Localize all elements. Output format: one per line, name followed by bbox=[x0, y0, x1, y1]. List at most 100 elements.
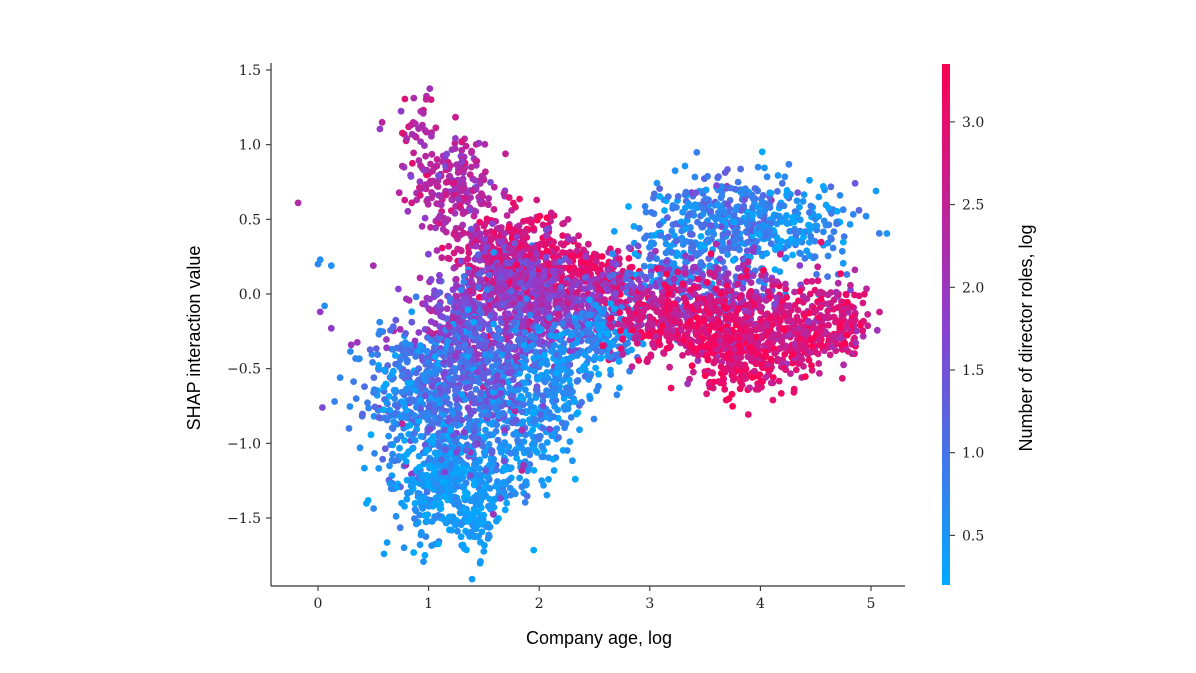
data-point bbox=[533, 449, 541, 456]
data-point bbox=[586, 296, 593, 304]
data-point bbox=[450, 230, 458, 238]
data-point bbox=[427, 224, 434, 231]
data-point bbox=[441, 468, 448, 476]
data-point bbox=[516, 195, 523, 203]
data-point bbox=[614, 320, 622, 328]
data-point bbox=[525, 260, 533, 268]
data-point bbox=[601, 296, 609, 304]
data-point bbox=[473, 520, 481, 528]
data-point bbox=[460, 180, 467, 188]
data-point bbox=[424, 446, 431, 454]
data-point bbox=[707, 293, 714, 301]
data-point bbox=[636, 316, 644, 324]
data-point bbox=[457, 257, 465, 265]
data-point bbox=[713, 182, 721, 189]
data-point bbox=[616, 255, 623, 263]
data-point bbox=[564, 405, 572, 413]
data-point bbox=[408, 475, 416, 483]
data-point bbox=[744, 221, 751, 229]
data-point bbox=[438, 456, 446, 464]
data-point bbox=[598, 354, 605, 362]
data-point bbox=[410, 149, 417, 157]
data-point bbox=[586, 278, 594, 285]
data-point bbox=[380, 366, 388, 374]
data-point bbox=[456, 410, 463, 418]
data-point bbox=[687, 224, 694, 231]
data-point bbox=[433, 156, 441, 163]
data-point bbox=[716, 255, 724, 263]
data-point bbox=[606, 354, 614, 361]
data-point bbox=[750, 244, 758, 251]
data-point bbox=[625, 244, 633, 252]
data-point bbox=[386, 406, 394, 414]
data-point bbox=[679, 241, 687, 248]
data-point bbox=[519, 401, 527, 409]
data-point bbox=[388, 371, 396, 378]
data-point bbox=[538, 477, 546, 484]
data-point bbox=[521, 363, 529, 371]
data-point bbox=[452, 386, 459, 394]
data-point bbox=[486, 431, 493, 439]
data-point bbox=[428, 418, 435, 426]
data-point bbox=[435, 512, 442, 519]
data-point bbox=[530, 361, 538, 369]
data-point bbox=[475, 324, 483, 332]
data-point bbox=[702, 195, 710, 203]
data-point bbox=[393, 344, 401, 352]
data-point bbox=[773, 212, 781, 220]
data-point bbox=[457, 286, 465, 294]
data-point bbox=[693, 204, 701, 212]
data-point bbox=[514, 436, 521, 444]
data-point bbox=[596, 292, 604, 300]
data-point bbox=[592, 251, 600, 259]
data-point bbox=[457, 328, 464, 336]
data-point bbox=[501, 230, 508, 238]
data-point bbox=[693, 149, 701, 156]
data-point bbox=[416, 463, 423, 471]
data-point bbox=[836, 192, 844, 199]
data-point bbox=[508, 392, 516, 399]
data-point bbox=[663, 258, 670, 265]
data-point bbox=[800, 191, 808, 199]
data-point bbox=[371, 403, 379, 411]
data-point bbox=[736, 246, 743, 253]
data-point bbox=[452, 438, 460, 446]
data-point bbox=[415, 329, 423, 336]
data-point bbox=[685, 210, 693, 218]
data-point bbox=[442, 446, 449, 454]
data-point bbox=[516, 294, 524, 302]
data-point bbox=[488, 447, 496, 454]
data-point bbox=[476, 218, 484, 226]
data-point bbox=[489, 279, 497, 287]
data-point bbox=[433, 247, 441, 254]
data-point bbox=[634, 242, 642, 250]
data-point bbox=[554, 292, 562, 300]
data-point bbox=[484, 473, 492, 481]
data-point bbox=[550, 467, 558, 474]
data-point bbox=[460, 229, 468, 237]
data-point bbox=[566, 258, 573, 266]
data-point bbox=[749, 272, 757, 279]
data-point bbox=[439, 478, 447, 486]
data-point bbox=[435, 172, 442, 179]
data-point bbox=[549, 455, 557, 463]
data-point bbox=[434, 376, 442, 384]
data-point bbox=[722, 313, 730, 320]
data-point bbox=[395, 189, 403, 197]
data-point bbox=[438, 433, 446, 441]
data-point bbox=[477, 538, 484, 546]
data-point bbox=[403, 407, 410, 414]
data-point bbox=[796, 216, 804, 224]
data-point bbox=[872, 187, 880, 195]
data-point bbox=[440, 493, 448, 500]
data-point bbox=[574, 288, 581, 296]
data-point bbox=[697, 233, 705, 240]
data-point bbox=[598, 261, 606, 269]
data-point bbox=[448, 526, 456, 534]
data-point bbox=[846, 221, 854, 228]
data-point bbox=[423, 488, 431, 496]
data-point bbox=[507, 287, 515, 295]
data-point bbox=[493, 421, 501, 429]
data-point bbox=[447, 443, 454, 451]
data-point bbox=[824, 273, 831, 280]
